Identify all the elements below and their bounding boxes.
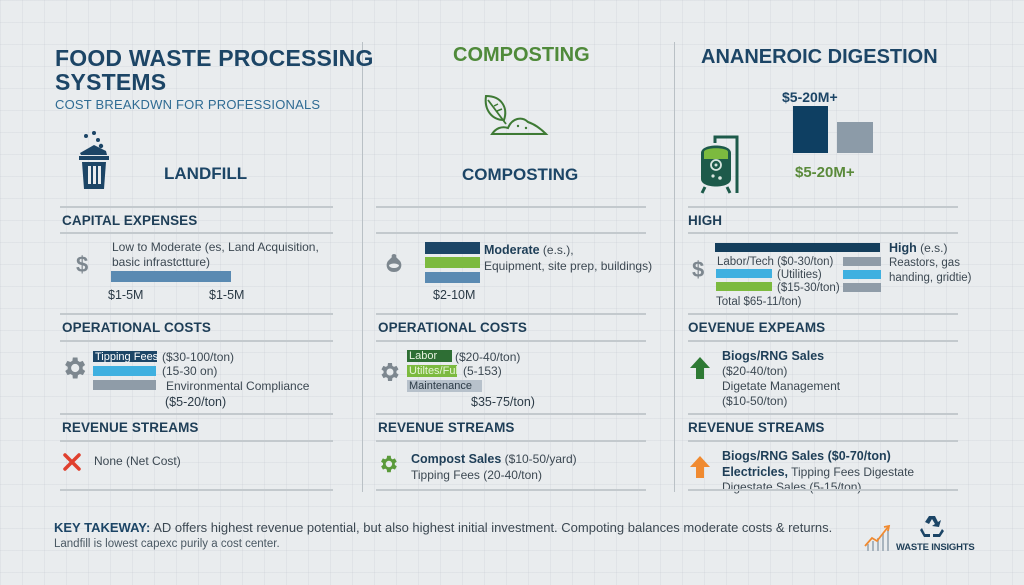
divider <box>376 313 646 315</box>
ad-capital-bar-total <box>715 243 880 252</box>
divider <box>688 413 958 415</box>
divider <box>376 489 646 491</box>
page-title-line1: FOOD WASTE PROCESSING <box>55 45 374 71</box>
key-takeaway-label: KEY TAKEWAY: <box>54 520 151 535</box>
ad-price-bottom: $5-20M+ <box>795 164 855 181</box>
op-chip-labor: Labor <box>407 350 452 362</box>
capital-bar-blue <box>425 272 480 283</box>
arrow-up-orange-icon <box>690 456 710 483</box>
digester-tank-icon <box>697 135 743 200</box>
divider <box>376 413 646 415</box>
page-title-line2: SYSTEMS <box>55 69 167 95</box>
growth-chart-icon <box>864 524 892 557</box>
op-bar-tipping <box>93 351 157 362</box>
divider <box>60 206 333 208</box>
compost-bag-icon <box>384 253 404 278</box>
revenue-text-landfill: None (Net Cost) <box>94 454 181 468</box>
op-text-tipping: ($30-100/ton) <box>162 350 235 364</box>
section-heading-operational: OPERATIONAL COSTS <box>378 320 527 335</box>
gear-icon <box>60 354 88 387</box>
ad-capital-bar-blue2 <box>843 270 881 279</box>
divider <box>688 489 958 491</box>
key-takeaway-line2: Landfill is lowest capexc purily a cost … <box>54 538 280 550</box>
divider <box>376 206 646 208</box>
op-chip-utilities: Utiltes/Ful <box>407 365 458 377</box>
capital-desc-composting: Moderate (e.s.), Equipment, site prep, b… <box>484 243 653 273</box>
op-chip-maintenance: Maintenance <box>407 380 482 392</box>
divider <box>688 313 958 315</box>
divider <box>60 413 333 415</box>
key-takeaway: KEY TAKEWAY: AD offers highest revenue p… <box>54 520 832 535</box>
ad-capital-range: ($15-30/ton) <box>777 282 840 294</box>
column-title-ad: ANANEROIC DIGESTION <box>701 46 938 68</box>
divider <box>688 440 958 442</box>
page-title: FOOD WASTE PROCESSING SYSTEMS <box>55 46 374 94</box>
x-mark-icon <box>62 452 82 477</box>
column-divider-1 <box>362 42 363 492</box>
recycle-icon <box>919 514 945 543</box>
op-bar-compliance <box>93 380 156 390</box>
ad-capital-total: Total $65-11/ton) <box>716 296 802 308</box>
dollar-icon: $ <box>76 252 89 277</box>
section-heading-capital: CAPITAL EXPENSES <box>62 213 198 228</box>
system-label-composting: COMPOSTING <box>462 165 579 184</box>
system-label-landfill: LANDFILL <box>164 164 248 183</box>
leaf-soil-icon <box>482 94 550 143</box>
op-text-utilities: (5-153) <box>463 364 502 378</box>
op-text-labor: ($20-40/ton) <box>455 350 521 364</box>
column-divider-2 <box>674 42 675 492</box>
op-footer-landfill: ($5-20/ton) <box>165 395 227 409</box>
gear-icon <box>377 360 401 389</box>
section-heading-operational: OPERATIONAL COSTS <box>62 320 211 335</box>
divider <box>376 232 646 234</box>
divider <box>60 340 333 342</box>
ad-bar-gray <box>837 122 873 153</box>
ad-capital-bar-blue <box>716 269 772 278</box>
ad-capital-labor: Labor/Tech ($0-30/ton) <box>717 256 834 268</box>
green-gear-icon <box>377 453 399 480</box>
key-takeaway-text: AD offers highest revenue potential, but… <box>150 520 833 535</box>
trash-can-icon <box>76 131 112 196</box>
section-heading-high: HIGH <box>688 213 723 228</box>
arrow-up-green-icon <box>690 357 710 384</box>
divider <box>60 489 333 491</box>
section-heading-revenue: REVENUE STREAMS <box>378 420 515 435</box>
section-heading-revenue: REVENUE STREAMS <box>62 420 199 435</box>
divider <box>60 440 333 442</box>
op-chip-tipping: Tipping Fees <box>95 351 159 363</box>
divider <box>376 340 646 342</box>
divider <box>60 232 333 234</box>
op-footer-composting: $35-75/ton) <box>471 395 535 409</box>
ad-capital-bar-gray2 <box>843 283 881 292</box>
ad-capital-desc: High (e.s.) Reastors, gas handing, gridt… <box>889 241 972 284</box>
capital-range-left: $1-5M <box>108 288 144 302</box>
revenue-desc-composting: Compost Sales ($10-50/yard) Tipping Fees… <box>411 452 577 482</box>
divider <box>688 340 958 342</box>
dollar-icon: $ <box>692 257 705 282</box>
brand-name: WASTE INSIGHTS <box>896 542 975 553</box>
divider <box>688 206 958 208</box>
ad-capital-bar-green <box>716 282 772 291</box>
ad-operational-desc: Biogs/RNG Sales ($20-40/ton) Digetate Ma… <box>722 349 841 408</box>
op-text-2: (15-30 on) <box>162 364 218 378</box>
capital-bar-landfill <box>111 271 231 282</box>
page-subtitle: COST BREAKDWN FOR PROFESSIONALS <box>55 97 321 112</box>
section-heading-revenue: REVENUE STREAMS <box>688 420 825 435</box>
capital-bar-navy <box>425 242 480 254</box>
capital-bar-green <box>425 257 480 268</box>
op-bar-2 <box>93 366 156 376</box>
ad-bar-navy <box>793 106 828 153</box>
ad-price-top: $5-20M+ <box>782 89 838 105</box>
capital-desc-landfill: Low to Moderate (es, Land Acquisition, b… <box>112 240 319 269</box>
divider <box>688 232 958 234</box>
divider <box>60 313 333 315</box>
capital-range-right: $1-5M <box>209 288 245 302</box>
column-title-composting: COMPOSTING <box>453 44 590 66</box>
ad-capital-utilities: (Utilities) <box>777 269 822 281</box>
ad-capital-bar-gray1 <box>843 257 881 266</box>
divider <box>376 440 646 442</box>
section-heading-ad-operational: OEVENUE EXPEAMS <box>688 320 826 335</box>
op-text-compliance: Environmental Compliance <box>166 379 310 393</box>
capital-range-composting: $2-10M <box>433 288 476 302</box>
